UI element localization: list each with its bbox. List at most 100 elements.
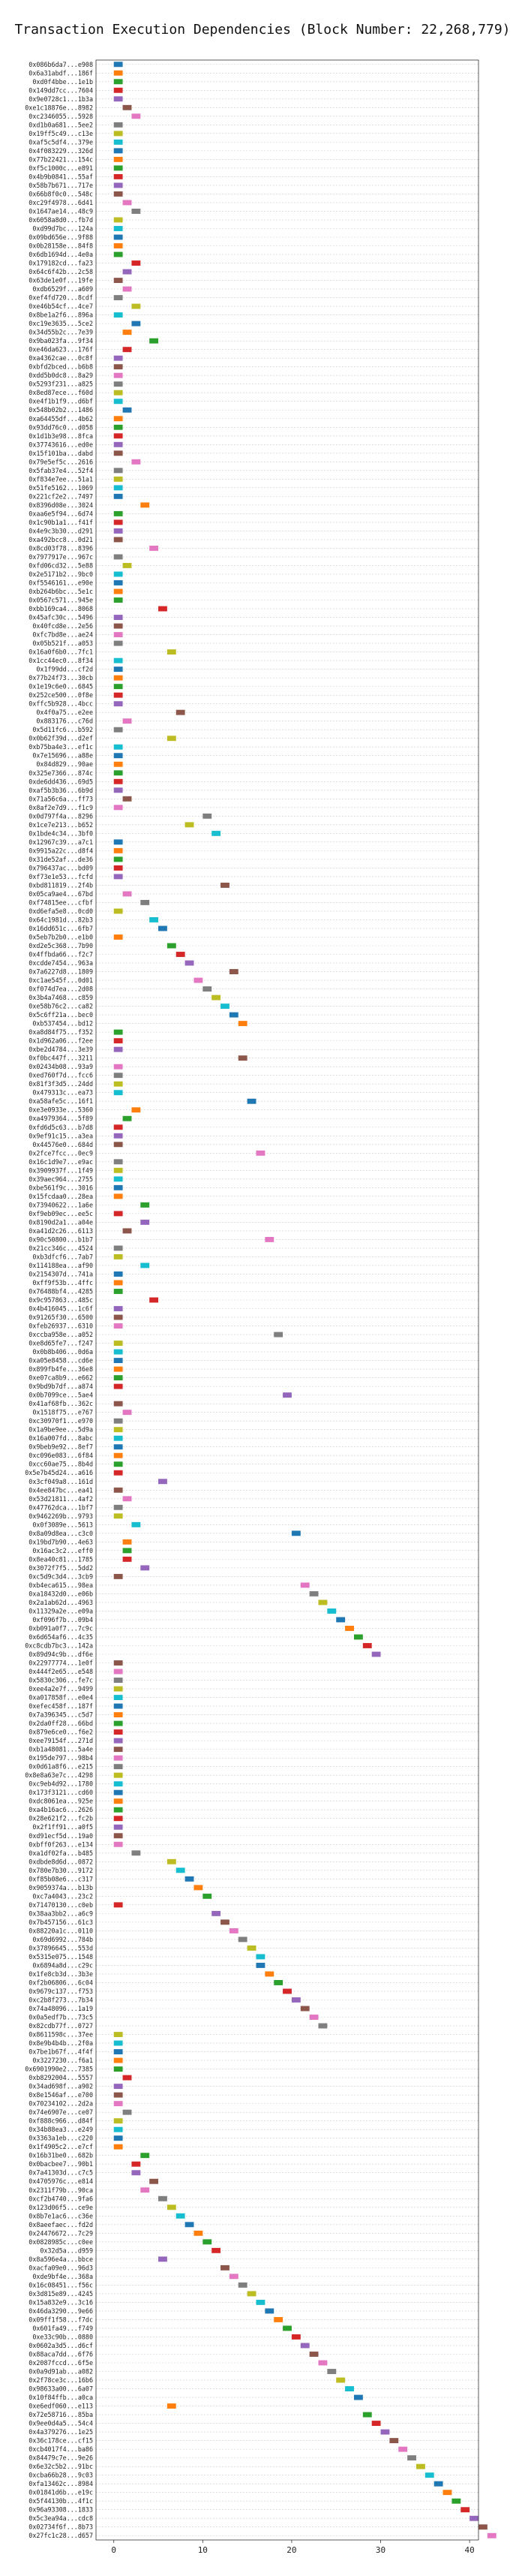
transaction-bar [113, 684, 123, 690]
transaction-bar [452, 2498, 461, 2504]
transaction-bar [122, 1548, 132, 1554]
transaction-bar [113, 165, 123, 171]
y-tick-label: 0xed760f7d...fcc6 [28, 1072, 93, 1079]
transaction-bar [113, 761, 123, 767]
y-tick-label: 0xf85b08e6...c317 [28, 1875, 93, 1882]
transaction-bar [202, 813, 212, 819]
transaction-bar [194, 1885, 203, 1891]
y-tick-label: 0x81f3f3d5...24dd [28, 1080, 93, 1088]
y-tick-label: 0x4f083229...326d [28, 147, 93, 155]
transaction-bar [309, 2015, 319, 2020]
y-tick-label: 0xa05e8458...cd6e [28, 1357, 93, 1365]
y-tick-label: 0x69d6992...784b [32, 1936, 93, 1943]
transaction-bar [345, 1626, 354, 1631]
y-tick-label: 0x8a09d8ea...c3c0 [28, 1530, 93, 1537]
y-tick-label: 0x0b7099ce...5ae4 [28, 1392, 93, 1399]
y-tick-label: 0x3363a1eb...c220 [28, 2135, 93, 2142]
y-tick-label: 0x32d5a...d959 [40, 2246, 93, 2254]
transaction-bar [113, 2084, 123, 2090]
y-tick-label: 0xcba66b28...9c03 [28, 2472, 93, 2479]
transaction-bar [113, 1124, 123, 1130]
y-tick-label: 0xf074d7ea...2d08 [28, 986, 93, 993]
y-tick-label: 0x899fb4fe...36e8 [28, 1365, 93, 1373]
transaction-bar [166, 1858, 176, 1864]
transaction-bar [113, 1038, 123, 1044]
transaction-bar [113, 1314, 123, 1320]
transaction-bar [166, 943, 176, 949]
y-tick-label: 0x1f4905c2...e7cf [28, 2143, 93, 2150]
transaction-bar [122, 1496, 132, 1502]
y-tick-label: 0x8ed87ece...f60d [28, 389, 93, 396]
transaction-bar [113, 1133, 123, 1139]
y-tick-label: 0x16c1d9e7...e9ac [28, 1158, 93, 1166]
y-tick-label: 0xe46b54cf...4ce7 [28, 302, 93, 310]
transaction-bar [140, 1219, 150, 1225]
y-tick-label: 0x88220a1c...0110 [28, 1927, 93, 1934]
y-tick-label: 0x179182cd...fa23 [28, 260, 93, 267]
transaction-bar [113, 597, 123, 603]
y-tick-label: 0x1c90b1a1...f41f [28, 519, 93, 526]
transaction-bar [274, 1332, 284, 1338]
transaction-bar [229, 1012, 238, 1018]
transaction-bar [113, 1798, 123, 1804]
y-tick-label: 0x84d829...90ae [36, 760, 93, 768]
y-tick-label: 0xa4362cae...0c8f [28, 354, 93, 362]
transaction-bar [202, 1893, 212, 1899]
y-tick-label: 0x01841d6b...e19c [28, 2489, 93, 2496]
transaction-bar [398, 2446, 408, 2452]
y-tick-label: 0xa8d84f75...f352 [28, 1028, 93, 1036]
transaction-bar [113, 865, 123, 871]
transaction-bar [362, 1643, 372, 1648]
transaction-bar [113, 399, 123, 405]
y-tick-label: 0x0f3089e...5613 [32, 1521, 93, 1528]
transaction-bar [113, 1090, 123, 1096]
y-tick-label: 0xe4f1b1f9...d6bf [28, 398, 93, 405]
transaction-bar [380, 2429, 390, 2435]
transaction-bar [113, 580, 123, 585]
y-tick-label: 0x2f78ce3c...16b6 [28, 2376, 93, 2384]
y-tick-label: 0x71a56c6a...ff73 [28, 795, 93, 802]
y-tick-label: 0xaf5c5df4...379e [28, 138, 93, 146]
transaction-bar [113, 667, 123, 673]
y-tick-label: 0x149dd7cc...7604 [28, 86, 93, 94]
y-tick-label: 0xd2e5c368...7b90 [28, 942, 93, 949]
transaction-bar [327, 2369, 337, 2374]
transaction-bar [345, 2386, 354, 2391]
transaction-bar [113, 1669, 123, 1675]
y-tick-label: 0x7a6227d8...1809 [28, 968, 93, 976]
y-tick-label: 0x70234102...2d2a [28, 2100, 93, 2108]
transaction-bar [274, 1980, 284, 1985]
y-tick-label: 0x3227230...f6a1 [32, 2057, 93, 2064]
y-tick-label: 0x16c08451...f56c [28, 2281, 93, 2289]
y-tick-label: 0xe58b76c2...ca82 [28, 1003, 93, 1010]
y-tick-label: 0x9c957863...485c [28, 1296, 93, 1304]
y-tick-label: 0xf9eb09ec...ee5c [28, 1210, 93, 1217]
transaction-bar [113, 1720, 123, 1726]
y-tick-label: 0x96a93308...1833 [28, 2506, 93, 2514]
y-tick-label: 0x8396d08e...3024 [28, 501, 93, 509]
y-tick-label: 0xa64455df...4b62 [28, 415, 93, 423]
y-tick-label: 0x9ef91c15...a3ea [28, 1132, 93, 1139]
transaction-bar [113, 588, 123, 594]
y-tick-label: 0x89d94c9b...df6e [28, 1651, 93, 1658]
transaction-bar [256, 2299, 266, 2305]
y-tick-label: 0x38aa3bb2...a6c9 [28, 1909, 93, 1917]
y-tick-label: 0x64c1981d...82b3 [28, 916, 93, 923]
transaction-bar [184, 2222, 194, 2228]
y-tick-label: 0x8af2e7d9...f1c9 [28, 804, 93, 811]
y-tick-label: 0xf888c966...d84f [28, 2117, 93, 2125]
transaction-bar [113, 1427, 123, 1433]
y-tick-label: 0xcc60ae75...8b4d [28, 1461, 93, 1468]
transaction-bar [238, 2282, 248, 2288]
y-tick-label: 0x28e621f2...fc2b [28, 1815, 93, 1822]
transaction-bar [166, 736, 176, 742]
transaction-bar [113, 1375, 123, 1381]
y-tick-label: 0x79e5ef5c...2616 [28, 458, 93, 465]
transaction-bar [113, 372, 123, 378]
y-tick-label: 0x0bacbee7...90b1 [28, 2160, 93, 2168]
transaction-bar [389, 2438, 399, 2444]
transaction-bar [247, 2291, 256, 2297]
transaction-bar [113, 131, 123, 137]
y-tick-label: 0x12967c39...a7c1 [28, 838, 93, 846]
y-tick-label: 0xef4fd720...8cdf [28, 294, 93, 302]
